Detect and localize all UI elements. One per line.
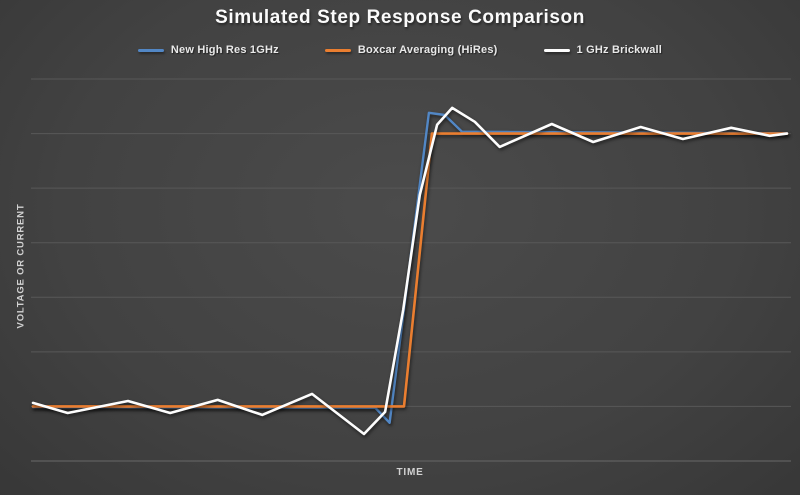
- legend-item-new-high-res: New High Res 1GHz: [137, 44, 279, 56]
- legend-swatch-white-line-icon: [543, 48, 570, 52]
- y-axis-title: VOLTAGE OR CURRENT: [15, 203, 27, 329]
- legend-label: New High Res 1GHz: [170, 44, 279, 56]
- chart-title: Simulated Step Response Comparison: [215, 7, 585, 28]
- series-line-1: [31, 132, 789, 408]
- legend-item-brickwall: 1 GHz Brickwall: [543, 44, 663, 56]
- gridlines: [31, 78, 791, 462]
- x-axis-title: TIME: [396, 467, 424, 478]
- series-line-0: [31, 111, 789, 424]
- legend-label: 1 GHz Brickwall: [576, 44, 663, 56]
- legend-swatch-blue-line-icon: [137, 48, 164, 52]
- chart-legend: New High Res 1GHz Boxcar Averaging (HiRe…: [0, 42, 800, 58]
- series-line-2: [31, 106, 789, 436]
- legend-item-boxcar-averaging: Boxcar Averaging (HiRes): [324, 44, 498, 56]
- series-lines: [31, 106, 789, 436]
- legend-label: Boxcar Averaging (HiRes): [357, 44, 498, 56]
- legend-swatch-orange-line-icon: [324, 48, 351, 52]
